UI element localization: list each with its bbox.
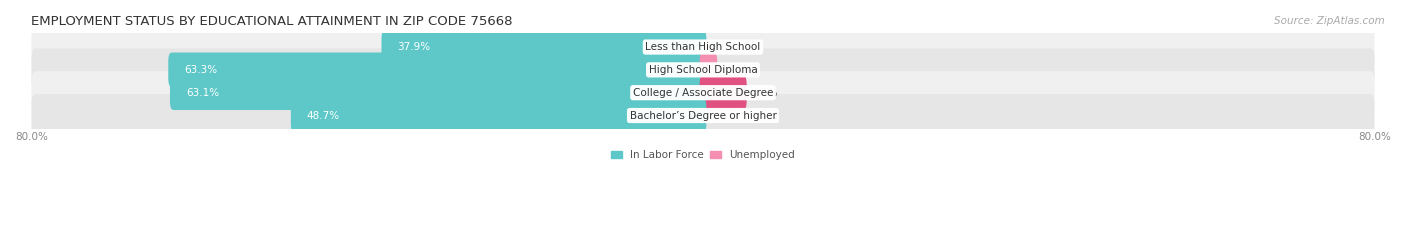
Text: College / Associate Degree: College / Associate Degree xyxy=(633,88,773,98)
Text: 63.1%: 63.1% xyxy=(186,88,219,98)
FancyBboxPatch shape xyxy=(31,94,1375,137)
Text: 48.7%: 48.7% xyxy=(307,110,340,120)
Text: 37.9%: 37.9% xyxy=(398,42,430,52)
Text: 1.3%: 1.3% xyxy=(723,65,749,75)
Text: 0.0%: 0.0% xyxy=(711,42,738,52)
Legend: In Labor Force, Unemployed: In Labor Force, Unemployed xyxy=(607,146,799,164)
FancyBboxPatch shape xyxy=(700,52,717,87)
Text: Less than High School: Less than High School xyxy=(645,42,761,52)
FancyBboxPatch shape xyxy=(700,75,747,110)
Text: EMPLOYMENT STATUS BY EDUCATIONAL ATTAINMENT IN ZIP CODE 75668: EMPLOYMENT STATUS BY EDUCATIONAL ATTAINM… xyxy=(31,15,513,28)
Text: 0.0%: 0.0% xyxy=(711,110,738,120)
FancyBboxPatch shape xyxy=(31,71,1375,114)
Text: Bachelor’s Degree or higher: Bachelor’s Degree or higher xyxy=(630,110,776,120)
FancyBboxPatch shape xyxy=(170,75,706,110)
FancyBboxPatch shape xyxy=(291,98,706,133)
Text: Source: ZipAtlas.com: Source: ZipAtlas.com xyxy=(1274,16,1385,26)
FancyBboxPatch shape xyxy=(31,26,1375,69)
Text: 63.3%: 63.3% xyxy=(184,65,218,75)
Text: High School Diploma: High School Diploma xyxy=(648,65,758,75)
FancyBboxPatch shape xyxy=(31,48,1375,91)
FancyBboxPatch shape xyxy=(169,52,706,87)
FancyBboxPatch shape xyxy=(381,30,706,64)
Text: 4.8%: 4.8% xyxy=(752,88,778,98)
